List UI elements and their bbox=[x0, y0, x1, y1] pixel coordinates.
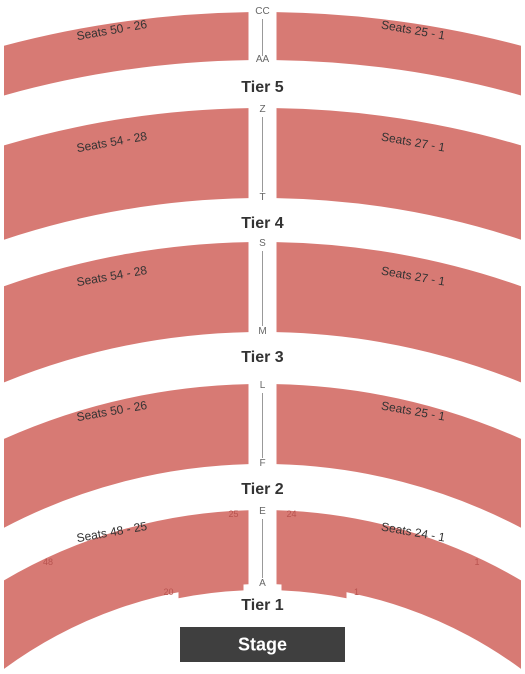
tier-label: Tier 4 bbox=[241, 215, 284, 232]
seat-num-inner-right: 24 bbox=[287, 509, 297, 519]
row-label-top: E bbox=[259, 506, 266, 517]
seat-num-front-left: 20 bbox=[163, 587, 173, 597]
tier-label: Tier 3 bbox=[241, 349, 284, 366]
row-label-bottom: A bbox=[259, 578, 266, 589]
row-label-top: CC bbox=[255, 6, 269, 17]
row-label-bottom: M bbox=[258, 326, 266, 337]
seat-num-edge-left: 48 bbox=[43, 557, 53, 567]
tier-section-4-left[interactable] bbox=[4, 108, 249, 240]
row-label-bottom: AA bbox=[256, 54, 270, 65]
seating-chart: CCAATier 5Seats 50 - 26Seats 25 - 1ZTTie… bbox=[0, 0, 525, 674]
row-label-bottom: T bbox=[259, 192, 265, 203]
row-label-top: L bbox=[260, 380, 266, 391]
tier-3: SMTier 3Seats 54 - 28Seats 27 - 1 bbox=[4, 238, 521, 382]
stage: Stage bbox=[180, 627, 345, 662]
tier-section-4-right[interactable] bbox=[277, 108, 522, 240]
tier-section-3-left[interactable] bbox=[4, 242, 249, 382]
stage-label: Stage bbox=[238, 634, 287, 654]
row-label-top: S bbox=[259, 238, 266, 249]
tier-label: Tier 5 bbox=[241, 79, 284, 96]
tiers-group: CCAATier 5Seats 50 - 26Seats 25 - 1ZTTie… bbox=[4, 6, 521, 669]
tier-label: Tier 1 bbox=[241, 597, 284, 614]
seat-num-edge-right: 1 bbox=[474, 557, 479, 567]
seat-num-inner-left: 25 bbox=[228, 509, 238, 519]
tier-4: ZTTier 4Seats 54 - 28Seats 27 - 1 bbox=[4, 104, 521, 240]
row-label-top: Z bbox=[259, 104, 265, 115]
tier-section-3-right[interactable] bbox=[277, 242, 522, 382]
tier-label: Tier 2 bbox=[241, 481, 284, 498]
tier-5: CCAATier 5Seats 50 - 26Seats 25 - 1 bbox=[4, 6, 521, 96]
seat-num-front-right: 1 bbox=[354, 587, 359, 597]
row-label-bottom: F bbox=[259, 458, 265, 469]
